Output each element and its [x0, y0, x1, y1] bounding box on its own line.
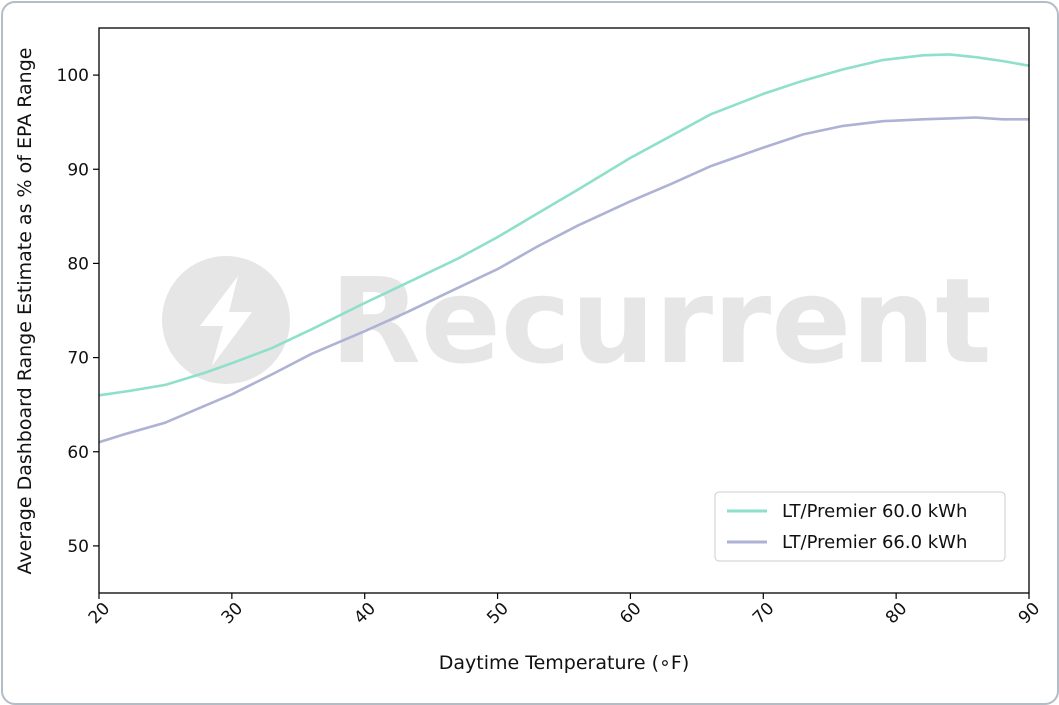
series-line-1 [98, 53, 1030, 397]
y-tick-label: 60 [67, 443, 89, 463]
legend: LT/Premier 60.0 kWh LT/Premier 66.0 kWh [714, 491, 1006, 562]
x-tick-label: 60 [616, 599, 645, 628]
y-axis-label: Average Dashboard Range Estimate as % of… [14, 48, 36, 575]
x-tick-label: 30 [218, 599, 247, 628]
x-tick-label: 80 [882, 599, 911, 628]
legend-label-1: LT/Premier 60.0 kWh [782, 501, 967, 522]
x-tick-label: 20 [85, 599, 114, 628]
series-line-2 [98, 116, 1029, 444]
legend-box [714, 491, 1006, 562]
x-tick-label: 40 [350, 599, 379, 628]
watermark-text: Recurrent [330, 252, 992, 390]
x-tick-label: 50 [483, 599, 512, 628]
x-tick-label: 90 [1015, 599, 1044, 628]
x-tick-label: 70 [749, 599, 778, 628]
lightning-bolt-glyph [200, 276, 252, 366]
x-axis: 20 30 40 50 60 70 80 90 [85, 593, 1044, 628]
x-axis-label: Daytime Temperature (∘F) [439, 652, 690, 674]
y-tick-label: 50 [67, 537, 89, 557]
y-tick-label: 100 [57, 66, 89, 86]
plot-area-border [98, 27, 1030, 594]
y-tick-label: 90 [67, 160, 89, 180]
y-tick-label: 80 [67, 254, 89, 274]
y-axis: 50 60 70 80 90 100 [57, 66, 99, 557]
legend-label-2: LT/Premier 66.0 kWh [782, 532, 967, 553]
y-tick-label: 70 [67, 349, 89, 369]
series-layer [98, 53, 1030, 444]
watermark: Recurrent [162, 252, 992, 390]
